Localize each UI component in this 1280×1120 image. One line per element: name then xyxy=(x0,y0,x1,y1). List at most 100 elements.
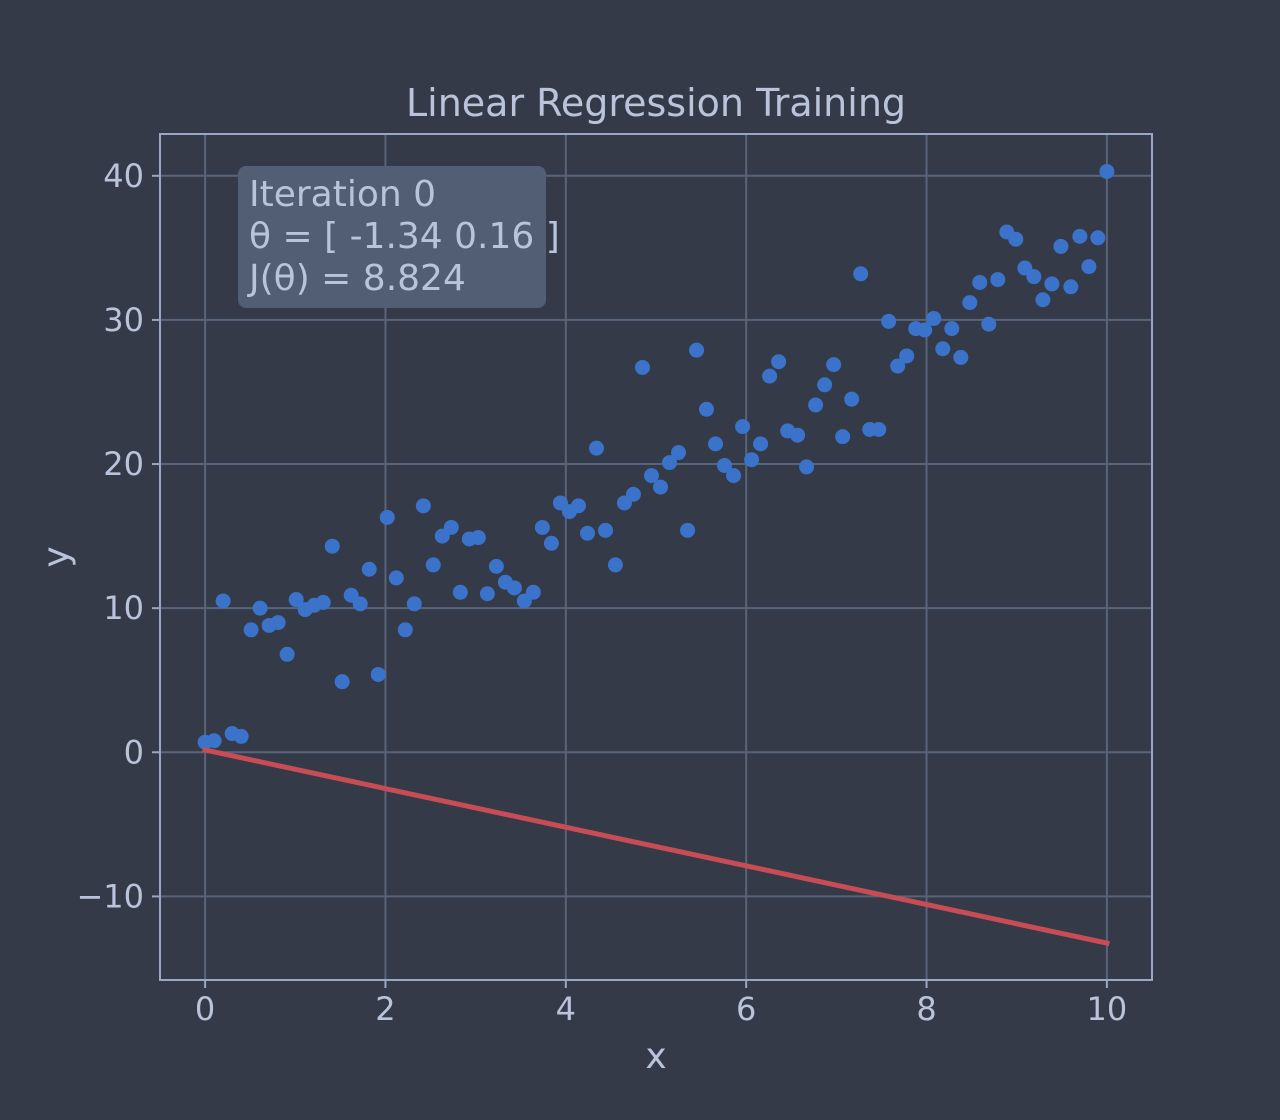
plot-frame xyxy=(159,133,1153,981)
data-point xyxy=(206,733,222,749)
y-axis-label: y xyxy=(36,546,77,567)
y-tick-label: 10 xyxy=(103,589,144,627)
data-point xyxy=(653,479,669,495)
data-point xyxy=(570,498,586,514)
data-point xyxy=(680,522,696,538)
data-point xyxy=(607,557,623,573)
plot-series xyxy=(197,163,1115,947)
y-tick-label: −10 xyxy=(76,877,144,915)
data-point xyxy=(361,561,377,577)
data-point xyxy=(634,359,650,375)
data-point xyxy=(990,272,1006,288)
data-point xyxy=(1090,230,1106,246)
data-point xyxy=(753,436,769,452)
data-point xyxy=(735,419,751,435)
x-tick-label: 8 xyxy=(916,990,936,1028)
annotation-theta: θ = [ -1.34 0.16 ] xyxy=(249,216,560,257)
data-point xyxy=(597,522,613,538)
data-point xyxy=(744,452,760,468)
x-tick-label: 0 xyxy=(195,990,215,1028)
data-point xyxy=(252,600,268,616)
data-point xyxy=(543,535,559,551)
data-point xyxy=(899,348,915,364)
data-point xyxy=(525,584,541,600)
y-tick-label: 40 xyxy=(103,157,144,195)
data-point xyxy=(935,341,951,357)
x-tick-label: 4 xyxy=(556,990,576,1028)
data-point xyxy=(1081,259,1097,275)
data-point xyxy=(1053,238,1069,254)
data-point xyxy=(671,445,687,461)
data-point xyxy=(817,377,833,393)
data-point xyxy=(708,436,724,452)
data-point xyxy=(771,354,787,370)
data-point xyxy=(699,401,715,417)
data-point xyxy=(324,538,340,554)
data-point xyxy=(962,295,978,311)
data-point xyxy=(579,525,595,541)
data-point xyxy=(1099,163,1115,179)
data-point xyxy=(853,266,869,282)
data-point xyxy=(1072,228,1088,244)
data-point xyxy=(890,358,906,374)
data-point xyxy=(944,321,960,337)
data-point xyxy=(953,349,969,365)
iteration-annotation: Iteration 0 θ = [ -1.34 0.16 ] J(θ) = 8.… xyxy=(238,166,560,308)
data-point xyxy=(981,316,997,332)
data-point xyxy=(425,557,441,573)
data-point xyxy=(243,622,259,638)
annotation-iteration: Iteration 0 xyxy=(249,174,436,215)
data-point xyxy=(334,674,350,690)
data-point xyxy=(881,313,897,329)
data-point xyxy=(689,342,705,358)
axis-ticks: 0 2 4 6 8 10 −10 0 10 20 30 40 xyxy=(76,157,1127,1028)
data-point xyxy=(926,310,942,326)
data-point xyxy=(315,594,331,610)
data-point xyxy=(233,728,249,744)
chart-title: Linear Regression Training xyxy=(406,81,906,125)
data-point xyxy=(379,509,395,525)
y-tick-label: 30 xyxy=(103,301,144,339)
data-point xyxy=(643,468,659,484)
data-point xyxy=(844,391,860,407)
data-point xyxy=(452,584,468,600)
data-point xyxy=(370,666,386,682)
data-point xyxy=(972,274,988,290)
regression-line xyxy=(202,747,1110,947)
data-point xyxy=(288,592,304,608)
data-point xyxy=(443,519,459,535)
y-tick-label: 0 xyxy=(124,733,144,771)
data-point xyxy=(415,498,431,514)
data-point xyxy=(479,586,495,602)
data-point xyxy=(397,622,413,638)
y-tick-label: 20 xyxy=(103,445,144,483)
x-tick-label: 10 xyxy=(1087,990,1128,1028)
data-point xyxy=(717,457,733,473)
x-tick-label: 6 xyxy=(736,990,756,1028)
data-point xyxy=(1026,269,1042,285)
data-point xyxy=(506,580,522,596)
data-point xyxy=(1044,276,1060,292)
annotation-background xyxy=(238,166,546,308)
data-point xyxy=(534,519,550,535)
data-point xyxy=(799,459,815,475)
annotation-cost: J(θ) = 8.824 xyxy=(247,258,466,299)
data-point xyxy=(917,322,933,338)
data-point xyxy=(871,421,887,437)
data-point xyxy=(352,596,368,612)
data-point xyxy=(1008,231,1024,247)
data-point xyxy=(835,429,851,445)
data-point xyxy=(625,486,641,502)
data-point xyxy=(1063,279,1079,295)
x-axis-label: x xyxy=(645,1036,666,1077)
data-point xyxy=(726,468,742,484)
data-point xyxy=(588,440,604,456)
data-point xyxy=(388,570,404,586)
data-point xyxy=(488,558,504,574)
data-point xyxy=(270,615,286,631)
data-point xyxy=(762,368,778,384)
data-point xyxy=(790,427,806,443)
data-point xyxy=(662,455,678,471)
data-point xyxy=(406,596,422,612)
data-point xyxy=(470,530,486,546)
